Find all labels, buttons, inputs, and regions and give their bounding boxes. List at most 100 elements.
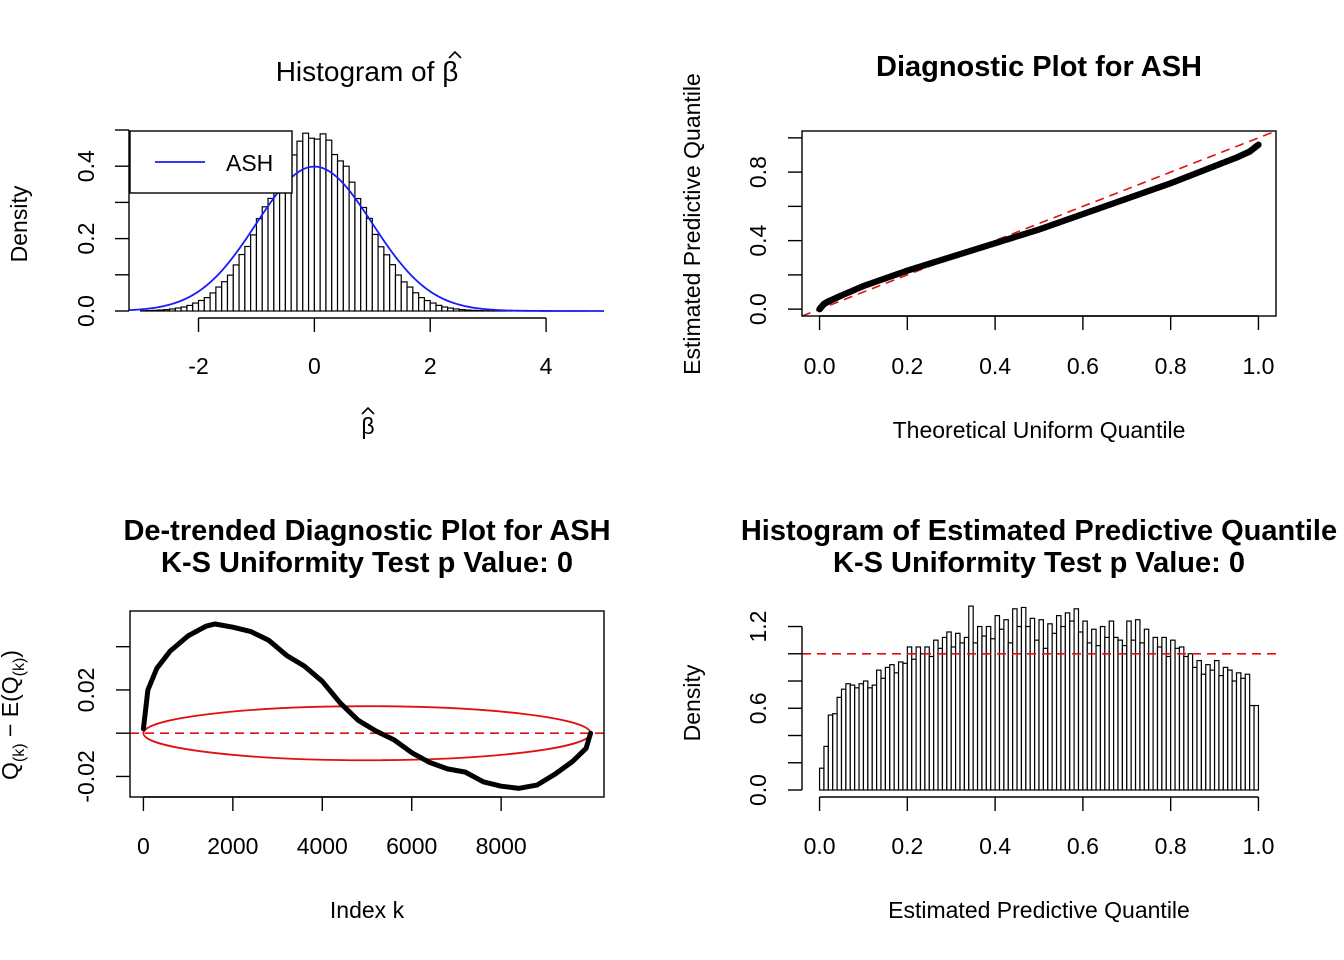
histogram-bar <box>441 306 449 312</box>
xlabel-index-k: Index k <box>330 897 405 923</box>
quantile-histogram-bar <box>889 664 895 791</box>
histogram-bar <box>226 274 234 312</box>
panel-diagnostic-plot: Diagnostic Plot for ASH Estimated Predic… <box>679 51 1277 443</box>
quantile-histogram-bar <box>1148 653 1154 791</box>
quantile-histogram-bar <box>884 666 891 791</box>
histogram-bar <box>412 292 420 312</box>
histogram-bar <box>394 274 402 312</box>
quantile-histogram-bar <box>1227 669 1233 791</box>
quantile-histogram-bar <box>946 631 952 791</box>
quantile-histogram-bar <box>928 655 935 791</box>
quantile-histogram-bar <box>950 646 957 791</box>
quantile-histogram-bar <box>1034 639 1040 791</box>
quantile-histogram-bar <box>1174 647 1181 791</box>
quantile-histogram-bar <box>919 653 926 791</box>
quantile-histogram-bar <box>1161 636 1167 791</box>
quantile-histogram-bar <box>893 672 900 791</box>
quantile-histogram-bar <box>1165 655 1172 791</box>
p3-x-tick-label: 8000 <box>476 833 527 859</box>
p3-plot-box <box>129 610 605 798</box>
quantile-histogram-bar <box>818 767 825 791</box>
quantile-histogram-bar <box>827 714 834 791</box>
p4-x-tick-label: 0.6 <box>1067 833 1099 859</box>
quantile-histogram-bar <box>1231 680 1238 791</box>
quantile-histogram-bar <box>1249 704 1255 791</box>
quantile-histogram-bar <box>972 642 979 791</box>
title-hat-mark <box>448 50 462 59</box>
quantile-histogram-bar <box>1209 669 1216 791</box>
quantile-histogram-bar <box>1095 644 1102 791</box>
quantile-histogram-bar <box>1104 636 1110 791</box>
p2-x-tick-label: 0.6 <box>1067 353 1099 379</box>
histogram-bar <box>261 206 269 312</box>
histogram-bar <box>238 253 246 312</box>
quantile-histogram-bar <box>823 745 829 791</box>
quantile-histogram-bar <box>1205 664 1211 791</box>
quantile-histogram-bar <box>1187 653 1194 791</box>
quantile-histogram-bar <box>1086 642 1093 791</box>
quantile-histogram-bar <box>1222 666 1229 791</box>
quantile-histogram-bar <box>1016 625 1023 791</box>
ylabel-density-bottom: Density <box>679 664 705 741</box>
histogram-bar <box>273 182 281 312</box>
histogram-bar <box>371 233 379 312</box>
quantile-histogram-bar <box>990 638 996 791</box>
quantile-histogram-bar <box>976 625 983 791</box>
p2-x-tick-label: 1.0 <box>1242 353 1274 379</box>
histogram-bar <box>313 138 321 312</box>
histogram-bar <box>383 254 391 312</box>
histogram-bar <box>203 296 211 312</box>
quantile-histogram-bar <box>1060 625 1066 791</box>
quantile-histogram-bar <box>1038 619 1044 791</box>
p3-y-tick-label: 0.02 <box>73 668 99 713</box>
xlabel-hat-mark <box>361 406 375 415</box>
quantile-histogram-bar <box>1130 639 1137 791</box>
xlabel-estimated-predictive-quantile: Estimated Predictive Quantile <box>888 897 1190 923</box>
quantile-histogram-bar <box>1139 642 1145 791</box>
identity-reference-line <box>801 130 1277 317</box>
quantile-histogram-bar <box>933 639 939 791</box>
histogram-bar <box>302 132 310 312</box>
quantile-histogram-bar <box>1029 617 1036 791</box>
p2-y-tick-label: 0.8 <box>745 156 771 188</box>
p4-y-tick-label: 0.0 <box>745 774 771 806</box>
histogram-bar <box>186 304 194 312</box>
histogram-bar <box>163 309 171 312</box>
histogram-bar <box>418 296 426 312</box>
quantile-histogram-bar <box>1192 666 1198 791</box>
histogram-bar <box>180 306 188 312</box>
quantile-histogram-bar <box>1126 620 1132 791</box>
quantile-histogram-bar <box>1007 642 1014 791</box>
title-detrended-line1: De-trended Diagnostic Plot for ASH <box>123 515 610 547</box>
quantile-histogram-bar <box>937 647 944 791</box>
quantile-histogram-bar <box>1213 659 1220 791</box>
histogram-bar <box>423 299 431 312</box>
title-detrended-line2: K-S Uniformity Test p Value: 0 <box>161 547 573 579</box>
p4-y-tick-label: 0.6 <box>745 692 771 724</box>
xlabel-theoretical-quantile: Theoretical Uniform Quantile <box>893 417 1186 443</box>
ylabel-q-minus-eq: Q(k) − E(Q(k)) <box>0 650 28 780</box>
quantile-histogram-bar <box>1020 606 1027 791</box>
p1-y-tick-label: 0.0 <box>73 295 99 327</box>
quantile-histogram-bar <box>1064 612 1071 791</box>
histogram-bar <box>377 246 385 312</box>
quantile-histogram-bar <box>1069 620 1075 791</box>
quantile-histogram-bar <box>1047 623 1053 791</box>
title-quantile-hist-line1: Histogram of Estimated Predictive Quanti… <box>741 515 1337 547</box>
quantile-histogram-bar <box>955 632 961 791</box>
quantile-histogram-bar <box>1121 644 1128 791</box>
quantile-histogram-bar <box>963 636 970 791</box>
quantile-histogram-bar <box>1003 619 1009 791</box>
title-beta-symbol: β <box>442 56 458 87</box>
histogram-bar <box>452 308 460 312</box>
p3-x-tick-label: 2000 <box>207 833 258 859</box>
quantile-histogram-bar <box>902 662 908 791</box>
histogram-bar <box>406 286 414 312</box>
quantile-histogram-bar <box>1253 704 1260 791</box>
p2-x-tick-label: 0.4 <box>979 353 1011 379</box>
quantile-histogram-bar <box>1152 636 1159 791</box>
quantile-histogram-bar <box>981 635 987 791</box>
quantile-histogram-bar <box>1200 673 1207 791</box>
quantile-histogram-bar <box>941 636 948 791</box>
